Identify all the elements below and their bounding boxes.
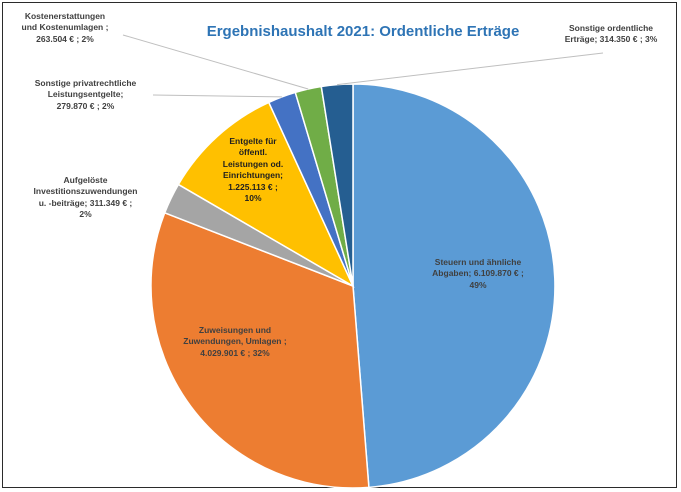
slice-label-zuweisungen: Zuweisungen und Zuwendungen, Umlagen ; 4… bbox=[183, 325, 287, 358]
slice-label-investitionszuwendungen: Aufgelöste Investitionszuwendungen u. -b… bbox=[33, 175, 138, 220]
leader-line-5 bbox=[122, 34, 309, 90]
pie-slice-1 bbox=[150, 211, 370, 489]
slice-label-privatrechtliche-entgelte: Sonstige privatrechtliche Leistungsentge… bbox=[34, 78, 137, 111]
chart-title: Ergebnishaushalt 2021: Ordentliche Erträ… bbox=[206, 23, 520, 40]
slice-label-sonstige-ertraege: Sonstige ordentliche Erträge; 314.350 € … bbox=[564, 23, 658, 45]
leader-line-6 bbox=[337, 52, 604, 86]
leader-line-4 bbox=[152, 94, 282, 98]
pie-slice-3 bbox=[177, 101, 355, 288]
pie-slice-0 bbox=[352, 83, 556, 489]
pie-chart bbox=[122, 34, 604, 489]
slice-label-steuern: Steuern und ähnliche Abgaben; 6.109.870 … bbox=[432, 257, 524, 290]
slice-label-kostenerstattungen: Kostenerstattungen und Kostenumlagen ; 2… bbox=[21, 11, 109, 44]
slice-label-entgelte: Entgelte für öffentl. Leistungen od. Ein… bbox=[222, 136, 284, 204]
pie-slice-6 bbox=[320, 83, 354, 287]
